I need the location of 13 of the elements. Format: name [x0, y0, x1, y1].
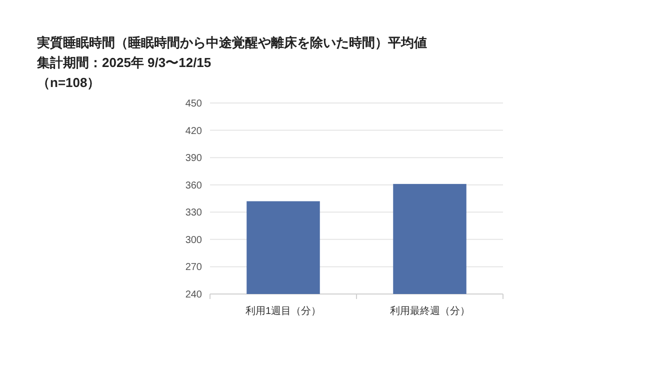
y-tick-label: 390 — [185, 153, 202, 164]
y-tick-label: 270 — [185, 262, 202, 274]
y-tick-label: 360 — [185, 180, 202, 192]
y-tick-label: 420 — [185, 126, 202, 137]
chart-subtitle: 集計期間：2025年 9/3〜12/15 — [36, 55, 212, 70]
x-tick-label: 利用最終週（分） — [390, 305, 470, 317]
y-tick-label: 300 — [185, 234, 202, 246]
chart-title: 実質睡眠時間（睡眠時間から中途覚醒や離床を除いた時間）平均値 — [36, 35, 427, 50]
y-tick-label: 330 — [185, 208, 202, 219]
x-tick-label: 利用1週目（分） — [245, 305, 322, 317]
y-tick-label: 450 — [185, 98, 202, 110]
y-tick-label: 240 — [185, 290, 202, 300]
text: （n=108） — [37, 75, 100, 90]
